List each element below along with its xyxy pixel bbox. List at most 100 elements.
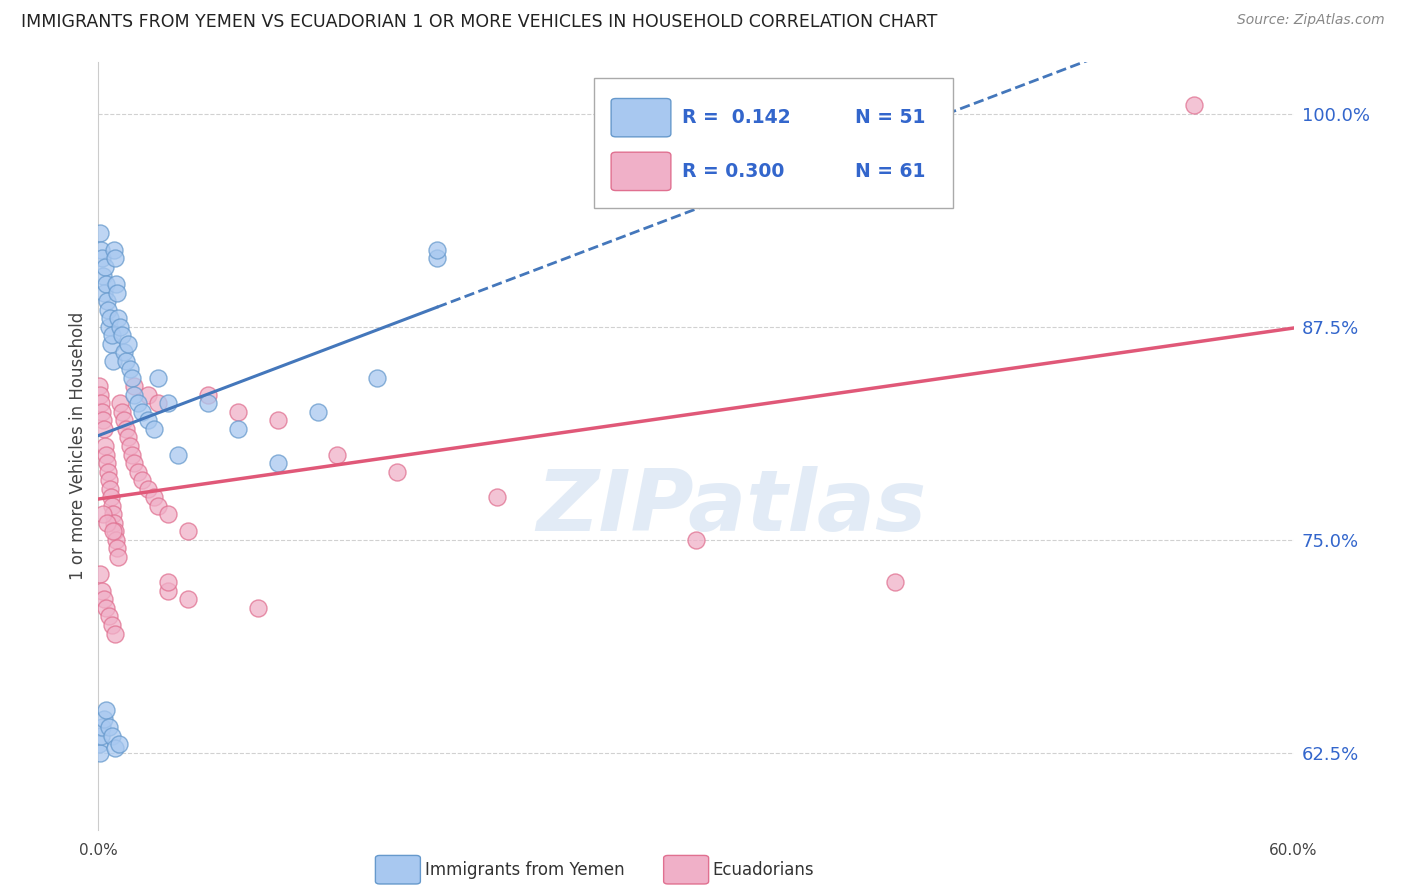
Point bbox=[98, 311, 122, 326]
Point bbox=[105, 533, 128, 547]
Point bbox=[96, 294, 118, 309]
Text: R = 0.300: R = 0.300 bbox=[682, 161, 785, 181]
Point bbox=[89, 737, 111, 751]
Point bbox=[91, 720, 114, 734]
Point bbox=[97, 465, 120, 479]
Point bbox=[131, 473, 153, 487]
Point bbox=[104, 740, 127, 755]
Point bbox=[197, 388, 219, 402]
Point bbox=[101, 729, 124, 743]
Point bbox=[117, 430, 139, 444]
Text: 0.0%: 0.0% bbox=[79, 843, 118, 858]
FancyBboxPatch shape bbox=[612, 98, 671, 136]
Point bbox=[89, 226, 111, 240]
Point bbox=[385, 465, 409, 479]
Point bbox=[103, 353, 125, 368]
Point bbox=[110, 396, 132, 410]
Point bbox=[120, 362, 142, 376]
Point bbox=[101, 499, 124, 513]
Point bbox=[108, 737, 131, 751]
Point bbox=[91, 583, 114, 598]
Point bbox=[90, 396, 112, 410]
Point bbox=[426, 252, 449, 266]
Point bbox=[685, 533, 707, 547]
Point bbox=[148, 499, 170, 513]
Point bbox=[121, 371, 143, 385]
Point bbox=[157, 575, 180, 590]
Point bbox=[107, 311, 129, 326]
Point bbox=[89, 566, 111, 581]
Point bbox=[91, 405, 114, 419]
Point bbox=[103, 507, 125, 521]
Point bbox=[110, 319, 132, 334]
Point bbox=[326, 448, 349, 462]
Point bbox=[226, 422, 249, 436]
Point bbox=[89, 388, 111, 402]
Point bbox=[104, 626, 127, 640]
Point bbox=[426, 243, 449, 257]
Point bbox=[117, 336, 139, 351]
Point bbox=[96, 448, 118, 462]
Point bbox=[105, 277, 128, 291]
Point bbox=[307, 405, 329, 419]
Text: Source: ZipAtlas.com: Source: ZipAtlas.com bbox=[1237, 13, 1385, 28]
Point bbox=[103, 243, 125, 257]
Point bbox=[104, 252, 127, 266]
Point bbox=[98, 482, 122, 496]
Point bbox=[98, 473, 121, 487]
Point bbox=[226, 405, 249, 419]
Point bbox=[167, 448, 190, 462]
Point bbox=[91, 252, 114, 266]
Point bbox=[124, 388, 146, 402]
Point bbox=[131, 405, 153, 419]
Point bbox=[148, 371, 170, 385]
Point bbox=[124, 456, 146, 470]
Point bbox=[1182, 98, 1205, 112]
Point bbox=[104, 524, 127, 539]
Point bbox=[94, 439, 117, 453]
Point bbox=[91, 507, 114, 521]
Point bbox=[136, 482, 159, 496]
Point bbox=[127, 465, 149, 479]
Point bbox=[884, 575, 907, 590]
Point bbox=[267, 456, 290, 470]
Point bbox=[96, 277, 118, 291]
Point bbox=[90, 729, 112, 743]
Point bbox=[93, 422, 115, 436]
Point bbox=[124, 379, 146, 393]
Text: Ecuadorians: Ecuadorians bbox=[713, 861, 814, 879]
FancyBboxPatch shape bbox=[612, 153, 671, 191]
Point bbox=[93, 712, 115, 726]
Point bbox=[107, 549, 129, 564]
Point bbox=[90, 243, 112, 257]
Point bbox=[121, 448, 143, 462]
Point bbox=[136, 413, 159, 427]
Point bbox=[111, 405, 134, 419]
Point bbox=[177, 592, 200, 607]
Point bbox=[112, 413, 135, 427]
Point bbox=[101, 524, 124, 539]
Y-axis label: 1 or more Vehicles in Household: 1 or more Vehicles in Household bbox=[69, 312, 87, 580]
Point bbox=[96, 516, 118, 530]
Point bbox=[97, 720, 120, 734]
Point bbox=[267, 413, 290, 427]
Point bbox=[93, 268, 115, 283]
Point bbox=[89, 746, 111, 760]
Point bbox=[120, 439, 142, 453]
Point bbox=[246, 601, 269, 615]
Point bbox=[485, 490, 508, 504]
Point bbox=[93, 592, 115, 607]
Point bbox=[103, 516, 125, 530]
Point bbox=[105, 285, 128, 300]
Point bbox=[177, 524, 200, 539]
Point bbox=[157, 507, 180, 521]
Point bbox=[111, 328, 134, 343]
Point bbox=[115, 353, 138, 368]
Point bbox=[94, 601, 117, 615]
Point bbox=[98, 319, 121, 334]
Point bbox=[96, 456, 118, 470]
Point bbox=[197, 396, 219, 410]
Point bbox=[143, 490, 166, 504]
Point bbox=[97, 609, 120, 624]
Point bbox=[366, 371, 388, 385]
